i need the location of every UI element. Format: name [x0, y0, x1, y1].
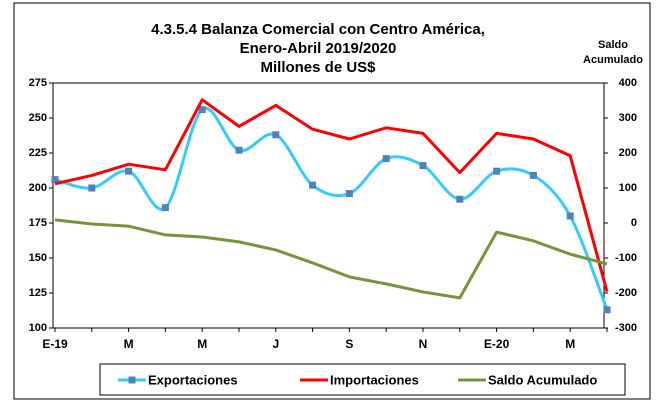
point-marker: [345, 190, 353, 198]
x-tick-label: M: [124, 337, 134, 351]
series-line: [54, 98, 609, 292]
y2-tick-label: -200: [615, 287, 637, 299]
y-tick-label: 275: [29, 77, 47, 89]
legend-label: Exportaciones: [148, 372, 238, 387]
point-marker: [456, 195, 464, 203]
y-tick-label: 225: [29, 147, 47, 159]
point-marker: [309, 181, 317, 189]
point-marker: [566, 212, 574, 220]
point-marker: [529, 171, 537, 179]
y-tick-label: 150: [29, 252, 47, 264]
y-tick-label: 175: [29, 217, 47, 229]
x-tick-label: J: [272, 337, 279, 351]
point-marker: [125, 167, 133, 175]
y2-tick-label: -100: [615, 252, 637, 264]
point-marker: [493, 167, 501, 175]
y2-axis-label: Saldo: [598, 39, 628, 51]
x-tick-label: N: [419, 337, 428, 351]
point-marker: [419, 162, 427, 170]
series-line: [54, 106, 609, 311]
point-marker: [88, 184, 96, 192]
x-tick-label: S: [345, 337, 353, 351]
x-tick-label: M: [197, 337, 207, 351]
point-marker: [603, 306, 611, 314]
point-marker: [161, 204, 169, 212]
point-marker: [272, 131, 280, 139]
point-marker: [198, 106, 206, 114]
y-tick-label: 100: [29, 322, 47, 334]
y2-tick-label: 100: [619, 182, 637, 194]
point-marker: [382, 155, 390, 163]
y-tick-label: 250: [29, 112, 47, 124]
point-marker: [51, 176, 59, 184]
series-line: [54, 218, 608, 300]
y2-tick-label: 400: [619, 77, 637, 89]
legend-marker: [128, 376, 136, 384]
legend-box: [99, 363, 626, 396]
legend-label: Importaciones: [330, 372, 419, 387]
chart-title: Millones de US$: [260, 59, 376, 76]
x-tick-label: E-19: [42, 337, 68, 351]
point-marker: [235, 146, 243, 154]
chart-title: 4.3.5.4 Balanza Comercial con Centro Amé…: [151, 21, 485, 38]
x-tick-label: M: [565, 337, 575, 351]
y2-tick-label: 0: [631, 217, 637, 229]
chart-frame: [13, 2, 651, 400]
y2-tick-label: 300: [619, 112, 637, 124]
plot-frame: [52, 82, 605, 329]
x-tick-label: E-20: [484, 337, 510, 351]
y-tick-label: 125: [29, 287, 47, 299]
y2-axis-label: Acumulado: [583, 54, 643, 66]
y2-tick-label: 200: [619, 147, 637, 159]
y2-tick-label: -300: [615, 322, 637, 334]
chart-title: Enero-Abril 2019/2020: [240, 40, 397, 57]
y-tick-label: 200: [29, 182, 47, 194]
legend-label: Saldo Acumulado: [488, 372, 597, 387]
